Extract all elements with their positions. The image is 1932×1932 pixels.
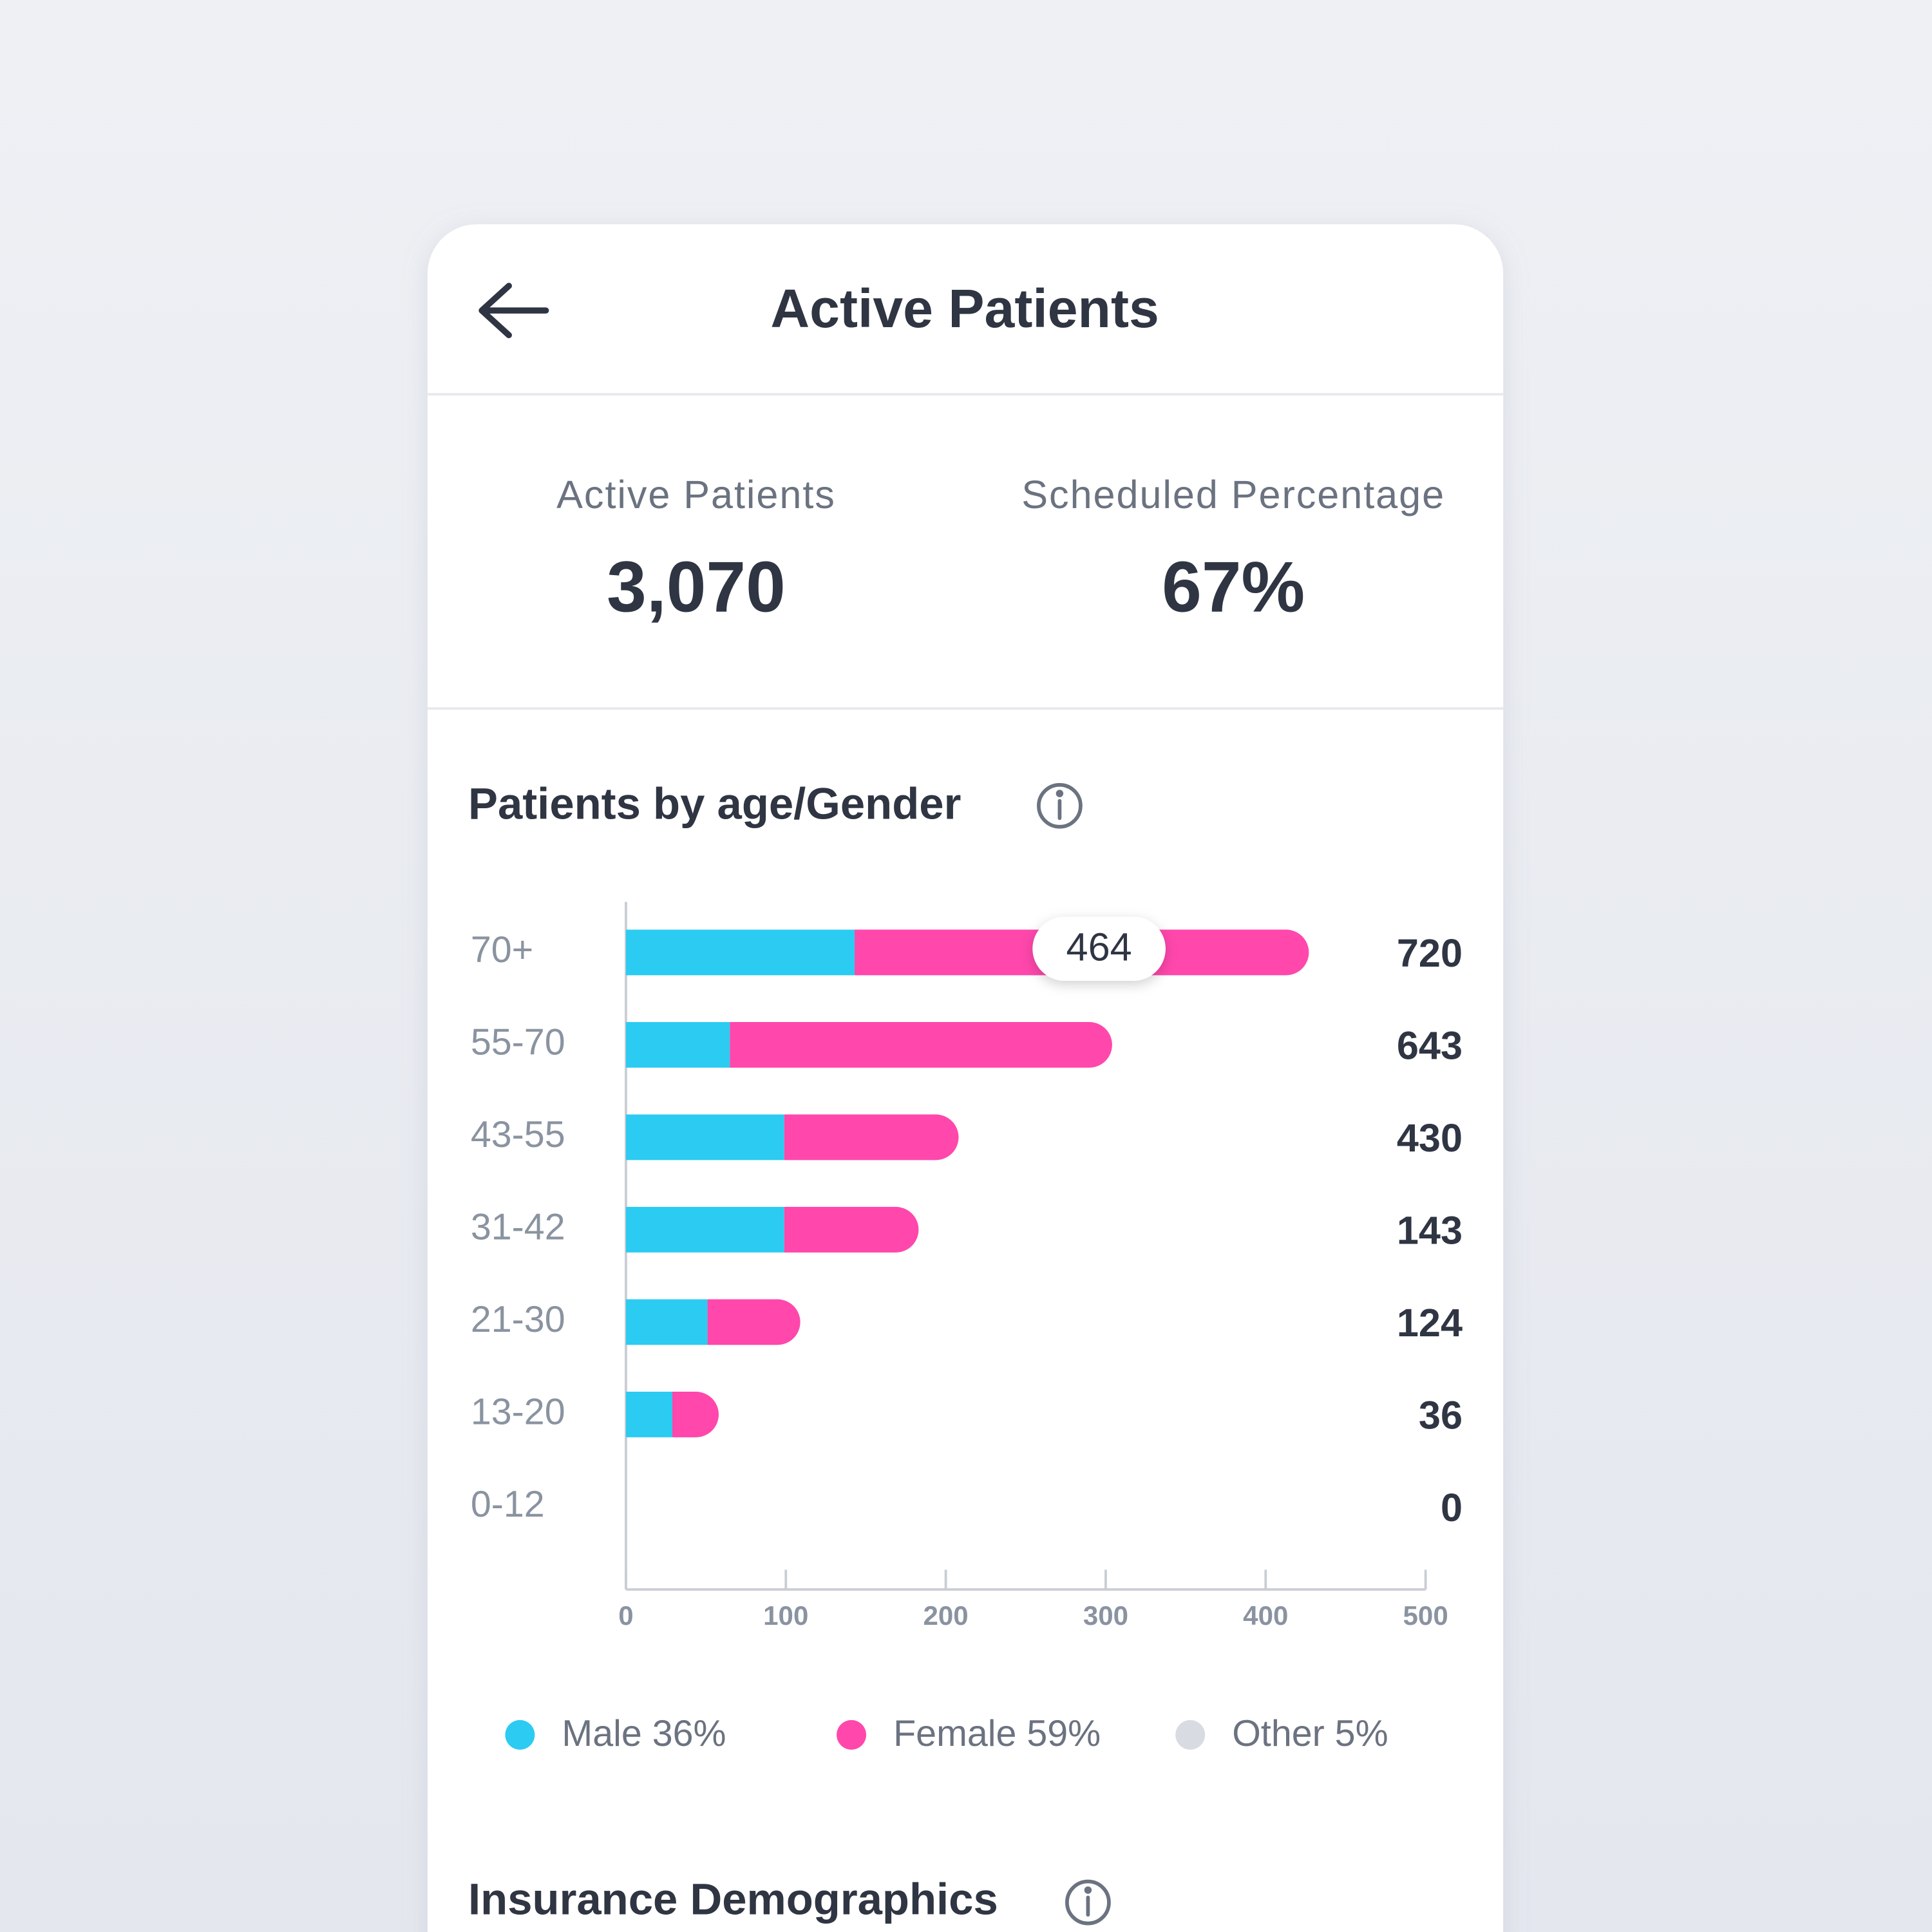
x-tick-label: 100 <box>763 1600 808 1631</box>
legend-swatch <box>837 1719 867 1750</box>
section-title: Patients by age/Gender <box>468 779 961 828</box>
info-icon[interactable] <box>1065 1879 1111 1926</box>
bar-segment <box>784 1207 919 1253</box>
info-circle[interactable] <box>1037 782 1083 829</box>
bar-segment <box>625 1207 784 1253</box>
header-title: Active Patients <box>770 278 1159 339</box>
total-label: 0 <box>1441 1486 1463 1530</box>
back-button[interactable] <box>478 283 549 339</box>
bar-segment <box>625 1114 784 1160</box>
stat-value: 67% <box>1162 547 1305 627</box>
card <box>427 224 1504 1932</box>
tooltip <box>1032 916 1166 981</box>
legend-swatch <box>1175 1719 1206 1750</box>
bar-segment <box>672 1392 719 1437</box>
category-label: 31-42 <box>471 1207 565 1248</box>
tooltip-text: 464 <box>1066 925 1132 969</box>
x-tick-label: 500 <box>1403 1600 1448 1631</box>
bar-segment <box>625 1299 708 1345</box>
info-icon[interactable] <box>1037 782 1083 829</box>
bar-segment <box>625 1022 730 1068</box>
total-label: 430 <box>1397 1116 1463 1160</box>
bar-segment <box>730 1022 1112 1068</box>
category-label: 70+ <box>471 929 533 971</box>
bar-segment <box>625 1392 672 1437</box>
x-tick-label: 300 <box>1083 1600 1128 1631</box>
info-circle[interactable] <box>1065 1879 1111 1926</box>
total-label: 36 <box>1419 1393 1463 1437</box>
total-label: 143 <box>1397 1208 1463 1252</box>
total-label: 643 <box>1397 1023 1463 1067</box>
bar-segment <box>707 1299 800 1345</box>
info-dot[interactable] <box>1084 1886 1092 1894</box>
info-dot[interactable] <box>1056 790 1064 797</box>
x-tick-label: 200 <box>923 1600 969 1631</box>
category-label: 43-55 <box>471 1114 565 1155</box>
category-label: 21-30 <box>471 1299 565 1340</box>
legend-label: Female 59% <box>893 1713 1101 1754</box>
section-title: Insurance Demographics <box>468 1874 998 1924</box>
total-label: 124 <box>1397 1301 1463 1345</box>
legend-label: Other 5% <box>1232 1713 1388 1754</box>
total-label: 720 <box>1397 931 1463 975</box>
bar-segment <box>784 1114 959 1160</box>
legend-swatch <box>505 1719 535 1750</box>
back-arrow[interactable] <box>478 283 549 339</box>
category-label: 0-12 <box>471 1484 545 1525</box>
stat-label: Active Patients <box>556 473 836 516</box>
stat-value: 3,070 <box>607 547 786 627</box>
x-tick-label: 0 <box>618 1600 633 1631</box>
bar-segment <box>625 929 855 976</box>
category-label: 13-20 <box>471 1392 565 1433</box>
category-label: 55-70 <box>471 1022 565 1063</box>
legend-label: Male 36% <box>562 1713 726 1754</box>
x-tick-label: 400 <box>1243 1600 1288 1631</box>
stat-label: Scheduled Percentage <box>1021 473 1445 516</box>
